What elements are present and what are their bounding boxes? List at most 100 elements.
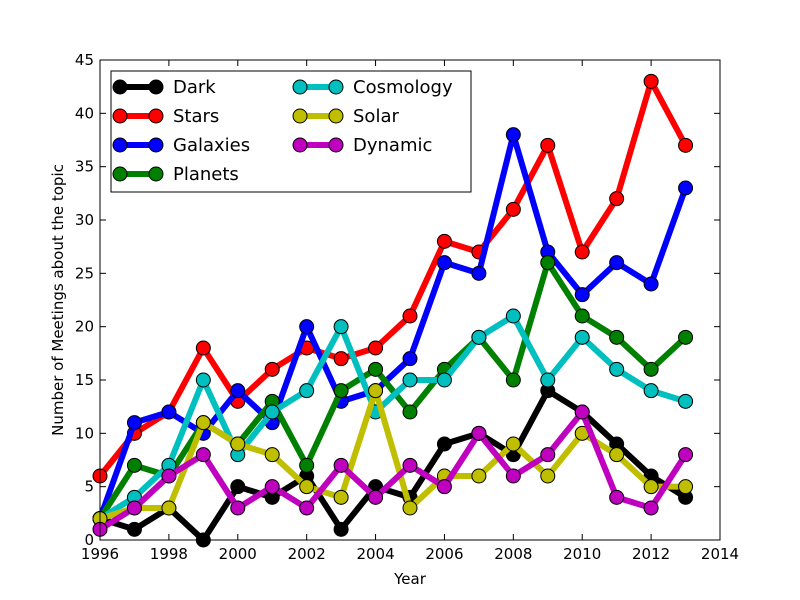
legend-marker [292, 137, 308, 153]
data-point [264, 447, 280, 463]
y-tick-label: 35 [75, 158, 94, 176]
x-tick-label: 2010 [563, 545, 601, 563]
data-point [574, 329, 590, 345]
data-point [505, 201, 521, 217]
data-point [505, 308, 521, 324]
data-point [161, 404, 177, 420]
legend-marker [292, 79, 308, 95]
data-point [678, 180, 694, 196]
data-point [402, 372, 418, 388]
data-point [678, 137, 694, 153]
data-point [609, 255, 625, 271]
x-tick-label: 2012 [632, 545, 670, 563]
data-point [126, 521, 142, 537]
x-tick-label: 2014 [701, 545, 739, 563]
data-point [540, 137, 556, 153]
data-point [126, 457, 142, 473]
legend-marker [112, 108, 128, 124]
data-point [126, 415, 142, 431]
data-point [333, 351, 349, 367]
data-point [230, 436, 246, 452]
legend-marker [328, 108, 344, 124]
data-point [574, 244, 590, 260]
y-tick-label: 5 [84, 478, 94, 496]
legend-marker [148, 166, 164, 182]
data-point [333, 383, 349, 399]
data-point [436, 372, 452, 388]
y-tick-label: 30 [75, 211, 94, 229]
data-point [264, 479, 280, 495]
data-point [368, 340, 384, 356]
data-point [402, 351, 418, 367]
y-axis-label: Number of Meetings about the topic [49, 164, 67, 436]
data-point [505, 468, 521, 484]
x-tick-label: 2004 [356, 545, 394, 563]
legend-marker [112, 79, 128, 95]
x-tick-label: 1998 [150, 545, 188, 563]
data-point [609, 329, 625, 345]
data-point [333, 521, 349, 537]
plot-frame [99, 59, 721, 541]
data-point [471, 425, 487, 441]
data-point [333, 319, 349, 335]
data-point [609, 361, 625, 377]
data-point [471, 468, 487, 484]
y-tick-label: 0 [84, 531, 94, 549]
series-line [98, 313, 687, 522]
data-point [643, 73, 659, 89]
y-tick-label: 20 [75, 318, 94, 336]
data-point [161, 500, 177, 516]
y-tick-label: 45 [75, 51, 94, 69]
data-point [678, 447, 694, 463]
data-point [643, 383, 659, 399]
data-point [574, 308, 590, 324]
data-point [299, 457, 315, 473]
data-point [643, 479, 659, 495]
data-point [643, 276, 659, 292]
data-point [540, 255, 556, 271]
x-tick-label: 2000 [219, 545, 257, 563]
data-point [195, 447, 211, 463]
data-point [264, 404, 280, 420]
data-point [299, 383, 315, 399]
data-point [230, 383, 246, 399]
data-point [574, 404, 590, 420]
data-point [402, 500, 418, 516]
data-point [195, 372, 211, 388]
series-layer [92, 73, 694, 548]
data-point [195, 340, 211, 356]
data-point [264, 361, 280, 377]
data-point [574, 287, 590, 303]
data-point [609, 447, 625, 463]
series-dynamic [92, 404, 694, 537]
x-tick-label: 2006 [425, 545, 463, 563]
data-point [471, 265, 487, 281]
data-point [540, 447, 556, 463]
data-point [643, 500, 659, 516]
data-point [436, 436, 452, 452]
data-point [299, 500, 315, 516]
data-point [402, 308, 418, 324]
legend-marker [148, 137, 164, 153]
series-line [99, 387, 688, 543]
data-point [609, 191, 625, 207]
data-point [368, 383, 384, 399]
x-tick-label: 2008 [494, 545, 532, 563]
y-tick-label: 15 [75, 371, 94, 389]
data-point [126, 500, 142, 516]
legend-label: Stars [173, 106, 219, 127]
legend-label: Dark [173, 77, 216, 98]
legend-label: Galaxies [173, 135, 250, 156]
data-point [333, 457, 349, 473]
data-point [333, 489, 349, 505]
data-point [609, 489, 625, 505]
data-point [402, 457, 418, 473]
data-point [436, 255, 452, 271]
data-point [643, 361, 659, 377]
y-tick-label: 25 [75, 264, 94, 282]
y-tick-label: 40 [75, 104, 94, 122]
x-tick-label: 1996 [81, 545, 119, 563]
legend: Dark Stars Galaxies Planets Cosmology Solar Dy… [110, 70, 472, 193]
data-point [505, 372, 521, 388]
data-point [230, 500, 246, 516]
